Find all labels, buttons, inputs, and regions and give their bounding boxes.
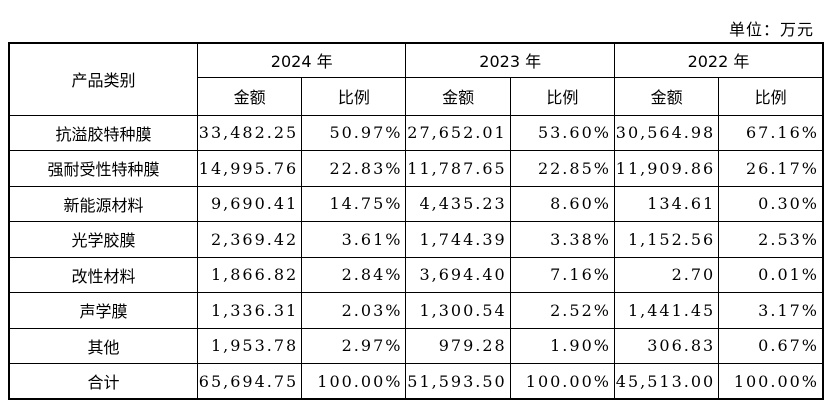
row-category: 合计	[8, 363, 198, 400]
cell-ratio-2022: 0.01%	[718, 256, 824, 293]
header-row-years: 产品类别 2024 年 2023 年 2022 年	[8, 42, 824, 116]
year-header-2023: 2023 年	[405, 42, 615, 78]
cell-ratio-2024: 14.75%	[301, 185, 407, 222]
product-revenue-table: 产品类别 2024 年 2023 年 2022 年 金额 比例 金额 比例 金额…	[8, 42, 824, 400]
cell-amount-2022: 134.61	[613, 185, 720, 222]
row-category: 声学膜	[8, 292, 198, 329]
cell-ratio-2022: 2.53%	[718, 221, 824, 258]
header-row-subcolumns: 金额 比例 金额 比例 金额 比例	[9, 76, 824, 116]
cell-amount-2024: 1,866.82	[196, 256, 303, 293]
cell-amount-2023: 1,300.54	[405, 292, 511, 329]
cell-amount-2022: 30,564.98	[613, 114, 720, 151]
cell-ratio-2022: 0.67%	[718, 327, 824, 364]
cell-ratio-2024: 2.03%	[301, 292, 407, 329]
row-category: 其他	[8, 327, 198, 364]
table-row: 抗溢胶特种膜 33,482.25 50.97% 27,652.01 53.60%…	[8, 114, 824, 151]
amount-header: 金额	[196, 76, 303, 116]
cell-ratio-2023: 22.85%	[509, 150, 615, 187]
cell-ratio-2022: 0.30%	[718, 185, 824, 222]
table-row: 光学胶膜 2,369.42 3.61% 1,744.39 3.38% 1,152…	[8, 221, 824, 258]
cell-amount-2023: 3,694.40	[405, 256, 511, 293]
cell-amount-2024: 1,953.78	[196, 327, 303, 364]
cell-amount-2023: 27,652.01	[405, 114, 511, 151]
year-header-2022: 2022 年	[613, 42, 824, 78]
cell-amount-2022: 1,152.56	[613, 221, 720, 258]
cell-amount-2024: 65,694.75	[196, 363, 303, 400]
table-row: 其他 1,953.78 2.97% 979.28 1.90% 306.83 0.…	[8, 327, 824, 364]
cell-amount-2024: 14,995.76	[196, 150, 303, 187]
row-category: 光学胶膜	[8, 221, 198, 258]
cell-amount-2023: 1,744.39	[405, 221, 511, 258]
cell-amount-2023: 4,435.23	[405, 185, 511, 222]
cell-ratio-2022: 67.16%	[718, 114, 824, 151]
cell-ratio-2023: 8.60%	[509, 185, 615, 222]
row-category: 新能源材料	[8, 185, 198, 222]
ratio-header: 比例	[509, 76, 615, 116]
cell-amount-2023: 51,593.50	[405, 363, 511, 400]
cell-ratio-2023: 7.16%	[509, 256, 615, 293]
row-category: 强耐受性特种膜	[8, 150, 198, 187]
ratio-header: 比例	[718, 76, 824, 116]
year-header-2024: 2024 年	[196, 42, 407, 78]
cell-amount-2023: 11,787.65	[405, 150, 511, 187]
cell-amount-2024: 33,482.25	[196, 114, 303, 151]
cell-ratio-2024: 2.97%	[301, 327, 407, 364]
row-category: 抗溢胶特种膜	[8, 114, 198, 151]
category-header: 产品类别	[8, 42, 198, 116]
total-row: 合计 65,694.75 100.00% 51,593.50 100.00% 4…	[8, 363, 824, 400]
cell-ratio-2023: 53.60%	[509, 114, 615, 151]
table-row: 声学膜 1,336.31 2.03% 1,300.54 2.52% 1,441.…	[8, 292, 824, 329]
cell-amount-2022: 1,441.45	[613, 292, 720, 329]
table-row: 改性材料 1,866.82 2.84% 3,694.40 7.16% 2.70 …	[8, 256, 824, 293]
cell-ratio-2024: 100.00%	[301, 363, 407, 400]
cell-ratio-2022: 26.17%	[718, 150, 824, 187]
cell-amount-2022: 306.83	[613, 327, 720, 364]
amount-header: 金额	[613, 76, 720, 116]
cell-amount-2022: 2.70	[613, 256, 720, 293]
row-category: 改性材料	[8, 256, 198, 293]
ratio-header: 比例	[301, 76, 407, 116]
table-row: 新能源材料 9,690.41 14.75% 4,435.23 8.60% 134…	[8, 185, 824, 222]
unit-label: 单位：万元	[728, 20, 814, 39]
cell-amount-2022: 11,909.86	[613, 150, 720, 187]
cell-amount-2024: 1,336.31	[196, 292, 303, 329]
cell-ratio-2022: 3.17%	[718, 292, 824, 329]
cell-ratio-2024: 50.97%	[301, 114, 407, 151]
cell-ratio-2024: 2.84%	[301, 256, 407, 293]
cell-ratio-2023: 1.90%	[509, 327, 615, 364]
cell-ratio-2024: 3.61%	[301, 221, 407, 258]
cell-ratio-2024: 22.83%	[301, 150, 407, 187]
cell-ratio-2023: 3.38%	[509, 221, 615, 258]
amount-header: 金额	[405, 76, 511, 116]
cell-ratio-2023: 2.52%	[509, 292, 615, 329]
cell-amount-2024: 2,369.42	[196, 221, 303, 258]
cell-amount-2022: 45,513.00	[613, 363, 720, 400]
cell-amount-2023: 979.28	[405, 327, 511, 364]
table-row: 强耐受性特种膜 14,995.76 22.83% 11,787.65 22.85…	[8, 150, 824, 187]
cell-ratio-2023: 100.00%	[509, 363, 615, 400]
cell-amount-2024: 9,690.41	[196, 185, 303, 222]
cell-ratio-2022: 100.00%	[718, 363, 824, 400]
